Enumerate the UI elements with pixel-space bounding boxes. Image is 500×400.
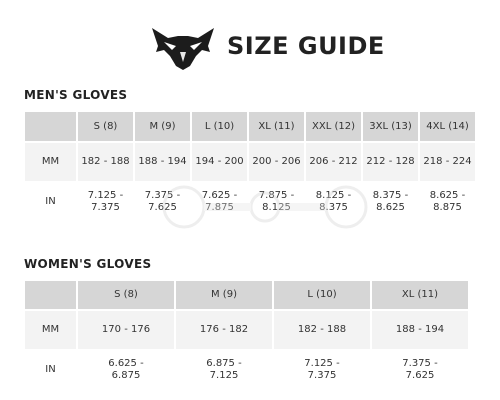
table-cell: 206 - 212 <box>306 143 361 181</box>
table-cell: 170 - 176 <box>78 311 174 349</box>
row-label: MM <box>25 143 76 181</box>
row-label: IN <box>25 351 76 389</box>
range-end: 7.875 <box>205 202 234 213</box>
range-end: 7.125 <box>209 370 239 381</box>
range-end: 7.625 <box>148 202 177 213</box>
fox-head-logo-icon <box>152 28 214 70</box>
size-header: XL (11) <box>249 112 304 141</box>
table-corner-cell <box>25 112 76 141</box>
row-label: IN <box>25 183 76 221</box>
watermark-logo-icon <box>162 185 368 229</box>
table-cell: 7.125 -7.375 <box>78 183 133 221</box>
table-cell: 194 - 200 <box>192 143 247 181</box>
table-cell: 8.125 -8.375 <box>306 183 361 221</box>
size-header: 4XL (14) <box>420 112 475 141</box>
range-end: 7.375 <box>307 370 337 381</box>
table-cell: 200 - 206 <box>249 143 304 181</box>
size-header: M (9) <box>176 281 272 309</box>
range-start: 7.625 - <box>201 190 238 201</box>
range-start: 8.625 - <box>429 190 466 201</box>
size-header: XXL (12) <box>306 112 361 141</box>
table-cell: 188 - 194 <box>372 311 468 349</box>
page-title: SIZE GUIDE <box>227 32 385 60</box>
table-row-mm: MM 182 - 188 188 - 194 194 - 200 200 - 2… <box>25 143 475 181</box>
range-end: 8.875 <box>433 202 462 213</box>
size-header: M (9) <box>135 112 190 141</box>
mens-size-table: S (8) M (9) L (10) XL (11) XXL (12) 3XL … <box>23 110 477 223</box>
table-cell: 188 - 194 <box>135 143 190 181</box>
table-cell: 218 - 224 <box>420 143 475 181</box>
range-end: 8.625 <box>376 202 405 213</box>
table-corner-cell <box>25 281 76 309</box>
table-cell: 182 - 188 <box>78 143 133 181</box>
range-end: 7.375 <box>91 202 120 213</box>
range-end: 8.375 <box>319 202 348 213</box>
table-cell: 7.375 -7.625 <box>372 351 468 389</box>
size-header: L (10) <box>192 112 247 141</box>
range-start: 6.875 - <box>206 358 242 369</box>
page-header: SIZE GUIDE <box>0 16 500 76</box>
range-end: 8.125 <box>262 202 291 213</box>
row-label: MM <box>25 311 76 349</box>
table-cell: 8.375 -8.625 <box>363 183 418 221</box>
table-row-mm: MM 170 - 176 176 - 182 182 - 188 188 - 1… <box>25 311 468 349</box>
table-cell: 182 - 188 <box>274 311 370 349</box>
table-row-in: IN 6.625 -6.875 6.875 -7.125 7.125 -7.37… <box>25 351 468 389</box>
range-end: 6.875 <box>111 370 141 381</box>
table-cell: 7.375 -7.625 <box>135 183 190 221</box>
table-header-row: S (8) M (9) L (10) XL (11) <box>25 281 468 309</box>
womens-section-title: WOMEN'S GLOVES <box>24 257 152 271</box>
size-header: XL (11) <box>372 281 468 309</box>
table-cell: 8.625 -8.875 <box>420 183 475 221</box>
range-start: 7.875 - <box>258 190 295 201</box>
mens-section-title: MEN'S GLOVES <box>24 88 128 102</box>
range-start: 7.375 - <box>144 190 181 201</box>
table-cell: 7.875 -8.125 <box>249 183 304 221</box>
size-header: S (8) <box>78 281 174 309</box>
size-header: 3XL (13) <box>363 112 418 141</box>
table-cell: 212 - 128 <box>363 143 418 181</box>
table-cell: 7.125 -7.375 <box>274 351 370 389</box>
table-cell: 6.875 -7.125 <box>176 351 272 389</box>
range-end: 7.625 <box>405 370 435 381</box>
table-header-row: S (8) M (9) L (10) XL (11) XXL (12) 3XL … <box>25 112 475 141</box>
range-start: 7.125 - <box>304 358 340 369</box>
range-start: 8.125 - <box>315 190 352 201</box>
table-row-in: IN 7.125 -7.375 7.375 -7.625 7.625 -7.87… <box>25 183 475 221</box>
size-header: S (8) <box>78 112 133 141</box>
table-cell: 176 - 182 <box>176 311 272 349</box>
range-start: 7.375 - <box>402 358 438 369</box>
table-cell: 6.625 -6.875 <box>78 351 174 389</box>
table-cell: 7.625 -7.875 <box>192 183 247 221</box>
range-start: 6.625 - <box>108 358 144 369</box>
range-start: 7.125 - <box>87 190 124 201</box>
range-start: 8.375 - <box>372 190 409 201</box>
womens-size-table: S (8) M (9) L (10) XL (11) MM 170 - 176 … <box>23 279 470 391</box>
size-header: L (10) <box>274 281 370 309</box>
